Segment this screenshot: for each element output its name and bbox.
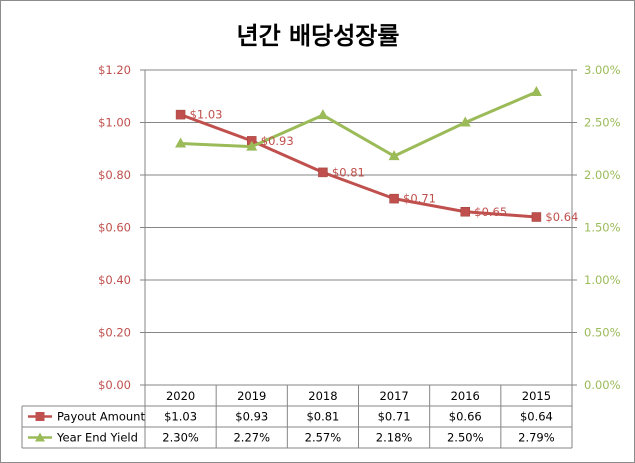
- yield-point: [246, 140, 258, 151]
- right-tick-label-2: 1.00%: [584, 273, 621, 287]
- chart-title: 년간 배당성장률: [237, 22, 400, 50]
- series-line-0: [180, 113, 537, 219]
- payout-data-label: $0.64: [545, 210, 578, 224]
- x-category-label: 2017: [379, 389, 408, 403]
- payout-data-label: $0.71: [403, 192, 436, 206]
- yield-point: [317, 109, 329, 120]
- right-tick-label-5: 2.50%: [584, 116, 621, 130]
- table-cell: 2.79%: [518, 431, 555, 445]
- payout-data-label: $0.93: [261, 134, 294, 148]
- table-cell: $1.03: [164, 410, 197, 424]
- left-tick-label-6: $1.20: [98, 63, 131, 77]
- x-category-label: 2016: [451, 389, 480, 403]
- legend-label-1: Year End Yield: [56, 431, 138, 445]
- yield-point: [388, 150, 400, 161]
- payout-point: [318, 167, 328, 178]
- payout-data-label: $0.65: [474, 205, 507, 219]
- series: [175, 86, 542, 222]
- legend-key-marker-square: [35, 412, 45, 421]
- payout-point: [460, 207, 470, 217]
- payout-data-label: $1.03: [190, 108, 223, 122]
- payout-point: [531, 212, 542, 222]
- right-tick-label-0: 0.00%: [584, 378, 621, 392]
- legend-label-0: Payout Amount: [57, 410, 145, 424]
- right-tick-label-3: 1.50%: [584, 221, 621, 235]
- x-category-label: 2018: [308, 389, 337, 403]
- table-cell: 2.27%: [233, 431, 270, 445]
- left-tick-label-4: $0.80: [98, 168, 131, 182]
- table-cell: 2.50%: [447, 431, 484, 445]
- axes: $0.00 $0.20 $0.40 $0.60 $0.80 $1.00 $1.20 0.00%…: [98, 63, 621, 392]
- table-cell: 2.30%: [162, 431, 199, 445]
- data-labels: $1.03 $0.93 $0.81 $0.71 $0.65 $0.64: [190, 108, 579, 224]
- left-tick-label-1: $0.20: [98, 326, 131, 340]
- yield-point: [530, 86, 542, 97]
- left-tick-label-2: $0.40: [98, 273, 131, 287]
- right-tick-label-6: 3.00%: [584, 63, 621, 77]
- table-cell: 2.57%: [305, 431, 342, 445]
- table-cell: $0.66: [449, 410, 482, 424]
- left-tick-label-5: $1.00: [98, 116, 131, 130]
- table-cell: $0.64: [520, 410, 553, 424]
- payout-data-label: $0.81: [332, 165, 365, 179]
- right-tick-label-1: 0.50%: [584, 326, 621, 340]
- x-category-label: 2020: [166, 389, 195, 403]
- payout-point: [175, 109, 186, 120]
- x-category-label: 2015: [522, 389, 551, 403]
- data-table: 2020 2019 2018 2017 2016 2015 Payout Amount $1.…: [21, 385, 573, 449]
- x-category-label: 2019: [237, 389, 266, 403]
- left-tick-label-3: $0.60: [98, 221, 131, 235]
- yield-point: [459, 116, 471, 127]
- payout-point: [389, 193, 399, 204]
- yield-point: [175, 137, 187, 148]
- legend-key-marker-triangle: [35, 432, 45, 442]
- table-cell: $0.71: [378, 410, 411, 424]
- table-cell: $0.81: [306, 410, 339, 424]
- right-tick-label-4: 2.00%: [584, 168, 621, 182]
- table-cell: $0.93: [235, 410, 268, 424]
- series-line-1: [180, 90, 538, 158]
- left-tick-label-0: $0.00: [98, 378, 131, 392]
- table-cell: 2.18%: [376, 431, 413, 445]
